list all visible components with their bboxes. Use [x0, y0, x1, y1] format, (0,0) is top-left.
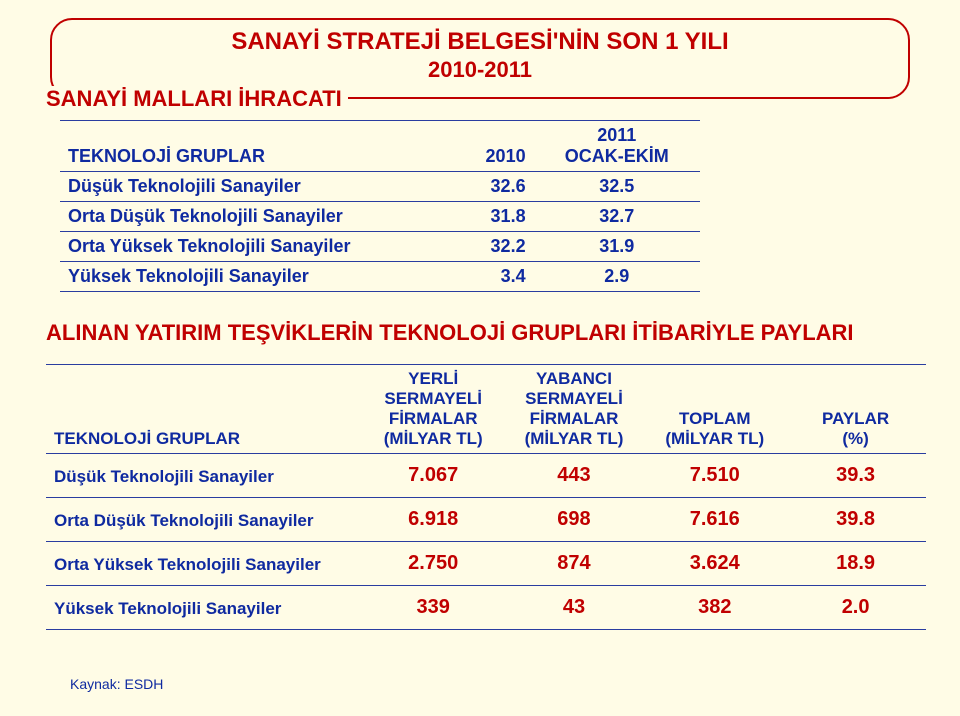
t1-hdr-2010: 2010: [431, 121, 533, 172]
table-row: Yüksek Teknolojili Sanayiler 339 43 382 …: [46, 586, 926, 630]
title-line2: 2010-2011: [112, 57, 848, 83]
t1-hdr-name: TEKNOLOJİ GRUPLAR: [60, 121, 431, 172]
t1-r2-b: 31.9: [534, 232, 700, 262]
table-row: Düşük Teknolojili Sanayiler 32.6 32.5: [60, 172, 700, 202]
t2-r0-name: Düşük Teknolojili Sanayiler: [46, 454, 363, 498]
t2-r0-yab: 443: [504, 454, 645, 498]
t2-hdr-yerli: YERLİ SERMAYELİ FİRMALAR (MİLYAR TL): [363, 365, 504, 454]
subheading: SANAYİ MALLARI İHRACATI: [46, 86, 348, 112]
incentives-table-wrap: TEKNOLOJİ GRUPLAR YERLİ SERMAYELİ FİRMAL…: [46, 364, 926, 630]
t2-hdr-top-l1: TOPLAM: [679, 409, 750, 428]
t2-r0-yerli: 7.067: [363, 454, 504, 498]
t2-hdr-yab-l2: SERMAYELİ: [525, 389, 623, 408]
t2-hdr-name: TEKNOLOJİ GRUPLAR: [46, 365, 363, 454]
table-row: Orta Yüksek Teknolojili Sanayiler 2.750 …: [46, 542, 926, 586]
exports-table-wrap: TEKNOLOJİ GRUPLAR 2010 2011 OCAK-EKİM Dü…: [60, 120, 700, 292]
table-row: Orta Düşük Teknolojili Sanayiler 6.918 6…: [46, 498, 926, 542]
t1-r3-a: 3.4: [431, 262, 533, 292]
table-row: Orta Düşük Teknolojili Sanayiler 31.8 32…: [60, 202, 700, 232]
t2-r0-pay: 39.3: [785, 454, 926, 498]
t2-r1-pay: 39.8: [785, 498, 926, 542]
t2-hdr-yerli-l3: FİRMALAR: [389, 409, 478, 428]
t2-r1-yerli: 6.918: [363, 498, 504, 542]
table-row: Düşük Teknolojili Sanayiler 7.067 443 7.…: [46, 454, 926, 498]
t2-hdr-yab-l1: YABANCI: [536, 369, 612, 388]
t1-r0-name: Düşük Teknolojili Sanayiler: [60, 172, 431, 202]
t1-r2-a: 32.2: [431, 232, 533, 262]
t2-hdr-pay-l2: (%): [842, 429, 868, 448]
t1-hdr-2011-l1: 2011: [597, 125, 636, 145]
t2-hdr-yab-l3: FİRMALAR: [530, 409, 619, 428]
t2-hdr-yerli-l4: (MİLYAR TL): [384, 429, 483, 448]
section2-title: ALINAN YATIRIM TEŞVİKLERİN TEKNOLOJİ GRU…: [46, 320, 854, 346]
incentives-table: TEKNOLOJİ GRUPLAR YERLİ SERMAYELİ FİRMAL…: [46, 364, 926, 630]
t2-r2-top: 3.624: [644, 542, 785, 586]
table-row: Yüksek Teknolojili Sanayiler 3.4 2.9: [60, 262, 700, 292]
t1-r1-name: Orta Düşük Teknolojili Sanayiler: [60, 202, 431, 232]
t1-r0-a: 32.6: [431, 172, 533, 202]
t2-r2-yerli: 2.750: [363, 542, 504, 586]
t2-r2-name: Orta Yüksek Teknolojili Sanayiler: [46, 542, 363, 586]
t2-hdr-yab: YABANCI SERMAYELİ FİRMALAR (MİLYAR TL): [504, 365, 645, 454]
t2-hdr-top: TOPLAM (MİLYAR TL): [644, 365, 785, 454]
t1-r1-b: 32.7: [534, 202, 700, 232]
t2-hdr-yerli-l2: SERMAYELİ: [384, 389, 482, 408]
t1-r3-name: Yüksek Teknolojili Sanayiler: [60, 262, 431, 292]
slide: SANAYİ STRATEJİ BELGESİ'NİN SON 1 YILI 2…: [0, 0, 960, 716]
t2-hdr-yerli-l1: YERLİ: [408, 369, 458, 388]
t2-r3-name: Yüksek Teknolojili Sanayiler: [46, 586, 363, 630]
t2-r1-name: Orta Düşük Teknolojili Sanayiler: [46, 498, 363, 542]
t2-r0-top: 7.510: [644, 454, 785, 498]
t1-hdr-2011-l2: OCAK-EKİM: [565, 146, 669, 166]
t2-hdr-top-l2: (MİLYAR TL): [665, 429, 764, 448]
exports-table: TEKNOLOJİ GRUPLAR 2010 2011 OCAK-EKİM Dü…: [60, 120, 700, 292]
t1-r3-b: 2.9: [534, 262, 700, 292]
t1-r2-name: Orta Yüksek Teknolojili Sanayiler: [60, 232, 431, 262]
t1-hdr-2011: 2011 OCAK-EKİM: [534, 121, 700, 172]
t2-r3-top: 382: [644, 586, 785, 630]
t2-r3-yab: 43: [504, 586, 645, 630]
t2-r2-yab: 874: [504, 542, 645, 586]
t2-hdr-pay: PAYLAR (%): [785, 365, 926, 454]
t2-hdr-pay-l1: PAYLAR: [822, 409, 889, 428]
t2-r3-pay: 2.0: [785, 586, 926, 630]
t2-r3-yerli: 339: [363, 586, 504, 630]
t1-r1-a: 31.8: [431, 202, 533, 232]
t2-r2-pay: 18.9: [785, 542, 926, 586]
t1-r0-b: 32.5: [534, 172, 700, 202]
title-line1: SANAYİ STRATEJİ BELGESİ'NİN SON 1 YILI: [112, 28, 848, 57]
t2-r1-yab: 698: [504, 498, 645, 542]
t2-r1-top: 7.616: [644, 498, 785, 542]
source-note: Kaynak: ESDH: [70, 676, 163, 692]
table-row: Orta Yüksek Teknolojili Sanayiler 32.2 3…: [60, 232, 700, 262]
t2-hdr-yab-l4: (MİLYAR TL): [525, 429, 624, 448]
